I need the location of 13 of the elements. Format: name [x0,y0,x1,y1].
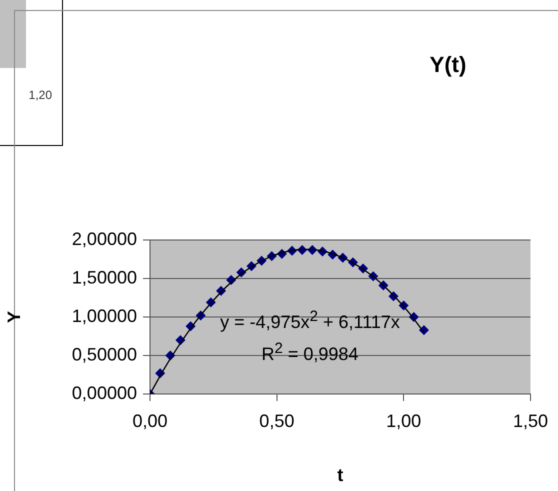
y-tick-label: 1,50000 [72,267,137,288]
y-tick-label: 1,00000 [72,306,137,326]
x-axis-title: t [337,465,344,486]
x-tick-label: 1,50 [512,410,548,431]
y-axis-title: Y [4,310,24,324]
y-tick-label: 0,00000 [72,382,137,403]
y-tick-label: 0,50000 [72,344,137,364]
x-tick-label: 0,00 [132,410,168,431]
x-tick-label: 1,00 [386,410,422,431]
y-tick-label: 2,00000 [72,228,137,249]
x-tick-label: 0,50 [259,410,294,431]
chart-title: Y(t) [428,52,468,78]
text: 1,20 [28,88,52,102]
